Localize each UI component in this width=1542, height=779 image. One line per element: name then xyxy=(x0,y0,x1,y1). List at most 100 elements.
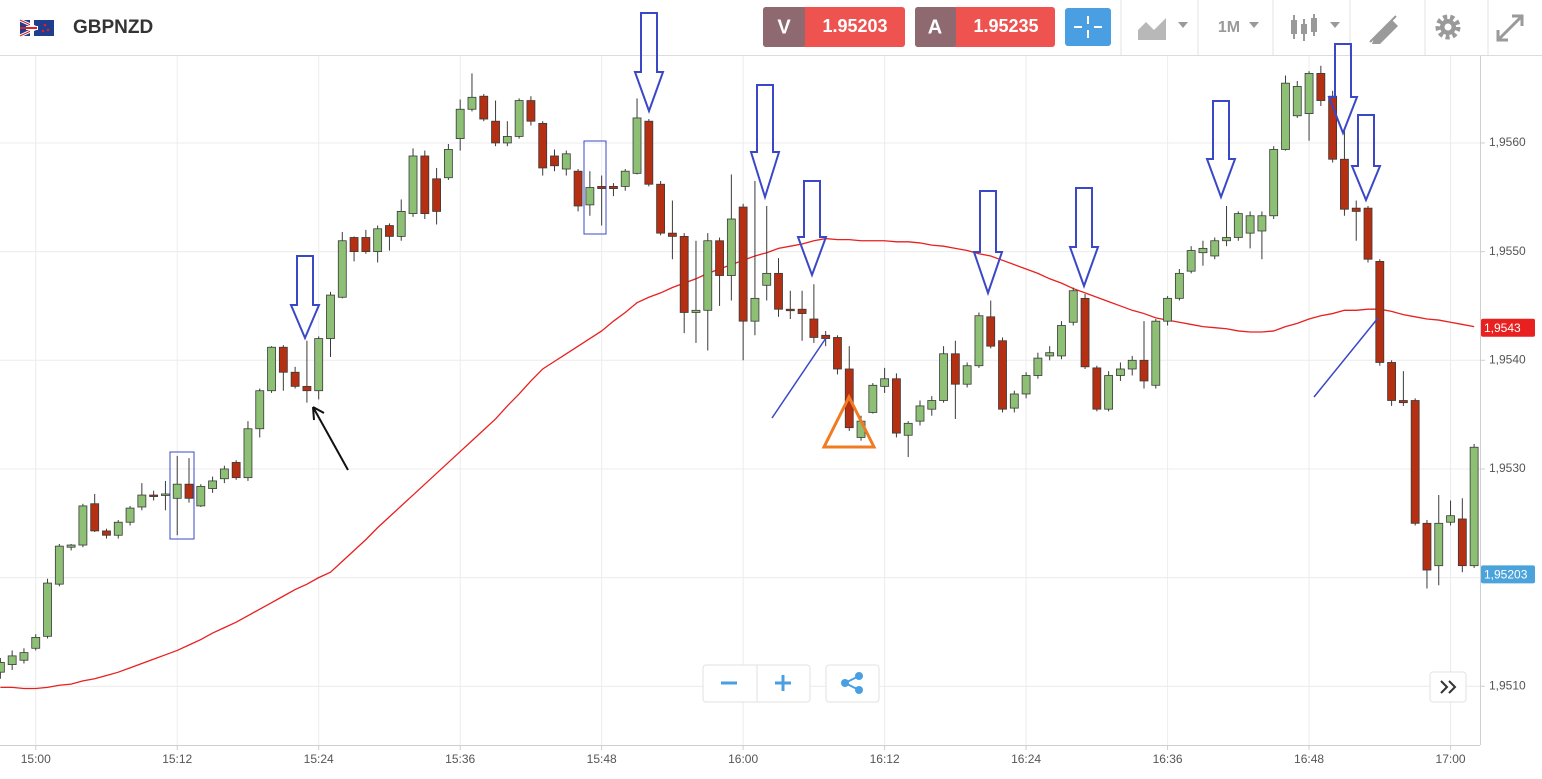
candle-body xyxy=(762,272,772,286)
buy-label: A xyxy=(928,16,942,38)
candle-body xyxy=(125,507,135,523)
candle-body xyxy=(785,308,795,312)
candle-body xyxy=(797,308,807,314)
annotation-arrow xyxy=(1068,187,1100,289)
candle-body xyxy=(561,153,571,170)
timeframe-button[interactable]: 1M xyxy=(1218,19,1259,36)
chart-type-button[interactable] xyxy=(1138,18,1188,40)
annotation-arrow xyxy=(1327,43,1359,136)
buy-button[interactable]: A 1.95235 xyxy=(915,7,1055,47)
candle-body xyxy=(443,149,453,179)
candle-body xyxy=(679,236,689,313)
annotation-arrow xyxy=(796,180,828,278)
sell-button[interactable]: V 1.95203 xyxy=(763,7,905,47)
candle-body xyxy=(326,294,335,339)
candle-body xyxy=(998,340,1007,410)
x-tick-label: 15:12 xyxy=(162,752,192,766)
candle-body xyxy=(609,186,618,189)
annotation-arrow xyxy=(633,12,665,114)
sell-label: V xyxy=(777,16,791,38)
candle-body xyxy=(915,405,925,422)
buy-price: 1.95235 xyxy=(973,16,1038,36)
candle-body xyxy=(738,206,748,322)
candle-body xyxy=(54,545,64,585)
y-tick-label: 1,9560 xyxy=(1489,135,1526,149)
candle-body xyxy=(502,136,512,144)
candle-body xyxy=(113,521,123,536)
candle-body xyxy=(1292,86,1302,117)
annotation-triangle xyxy=(821,393,877,449)
price-label-box xyxy=(1481,565,1535,584)
candle-body xyxy=(420,155,430,214)
candle-body xyxy=(184,483,194,499)
candle-body xyxy=(691,309,701,313)
candle-body xyxy=(373,228,383,253)
candle-body xyxy=(927,400,937,410)
candle-body xyxy=(1057,325,1066,357)
candle-body xyxy=(1410,400,1420,524)
fullscreen-button[interactable] xyxy=(1496,14,1524,42)
candle-body xyxy=(656,183,666,234)
candle-body xyxy=(196,485,206,507)
candle-body xyxy=(7,655,17,665)
candle-body xyxy=(1469,446,1479,567)
candle-body xyxy=(620,170,630,187)
candle-body xyxy=(1269,149,1279,217)
symbol: GBPNZD xyxy=(73,17,153,38)
zoom-controls xyxy=(702,664,1467,703)
candle-body xyxy=(1434,522,1444,567)
candle-body xyxy=(1457,518,1467,567)
candle-body xyxy=(161,493,170,496)
candle-body xyxy=(1398,400,1408,404)
candle-body xyxy=(632,117,642,174)
candle-body xyxy=(1163,297,1172,322)
candle-body xyxy=(1009,393,1019,409)
zoom-in-button[interactable] xyxy=(775,675,791,691)
candle-body xyxy=(19,652,29,661)
price-label-box xyxy=(1481,318,1535,337)
candle-body xyxy=(573,170,583,207)
annotation-box xyxy=(583,140,607,235)
candle-body xyxy=(950,353,960,385)
candle-body xyxy=(1139,359,1149,382)
scroll-right-button[interactable] xyxy=(1429,671,1467,703)
candle-body xyxy=(1151,320,1161,386)
sell-price: 1.95203 xyxy=(822,16,887,36)
candle-body xyxy=(314,338,324,392)
candle-body xyxy=(939,353,948,401)
candle-body xyxy=(385,225,394,237)
crosshair-button[interactable] xyxy=(1065,8,1111,46)
candle-body xyxy=(396,211,406,237)
candle-body xyxy=(267,346,276,392)
candle-body xyxy=(149,494,159,497)
candle-body xyxy=(809,318,819,338)
candle-body xyxy=(1210,240,1220,257)
annotations xyxy=(169,12,1382,540)
candle-body xyxy=(962,365,972,385)
candle-body xyxy=(432,178,442,212)
candle-body xyxy=(1198,247,1208,254)
candle-body xyxy=(1316,72,1326,101)
toolbar: GBPNZD V 1.95203 A 1.95235 1M xyxy=(0,0,1542,56)
candle-body xyxy=(337,240,347,298)
annotation-arrow xyxy=(972,190,1004,297)
candle-body xyxy=(1446,515,1455,523)
y-tick-label: 1,9530 xyxy=(1489,461,1526,475)
candle-body xyxy=(467,96,477,110)
candle-type-button[interactable] xyxy=(1291,14,1340,41)
candle-body xyxy=(1233,213,1243,238)
candle-body xyxy=(0,662,5,673)
x-tick-label: 15:36 xyxy=(445,752,475,766)
candle-body xyxy=(668,232,677,237)
share-button[interactable] xyxy=(825,664,880,703)
annotation-pointer xyxy=(312,406,349,471)
annotation-arrow xyxy=(1205,100,1237,200)
draw-button[interactable] xyxy=(1369,15,1398,44)
settings-button[interactable] xyxy=(1435,14,1461,40)
candle-body xyxy=(1245,215,1255,234)
candle-body xyxy=(715,240,724,276)
candle-body xyxy=(868,384,878,413)
candle-body xyxy=(1092,367,1102,410)
grid xyxy=(0,56,1480,745)
